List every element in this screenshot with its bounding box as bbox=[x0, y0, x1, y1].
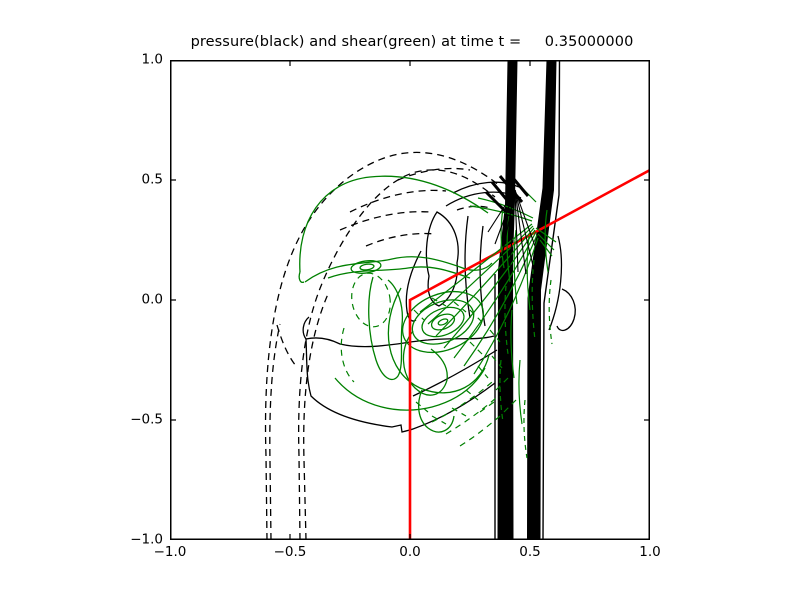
y-tick-label: 1.0 bbox=[141, 51, 163, 68]
x-tick-label: −1.0 bbox=[153, 544, 187, 560]
x-tick-label: −0.5 bbox=[273, 544, 307, 560]
x-tick-label: 0.5 bbox=[519, 544, 541, 560]
shear-dashed-contours bbox=[340, 272, 517, 447]
plot-area bbox=[169, 59, 651, 541]
y-tick-label: 0.0 bbox=[141, 291, 163, 308]
contour-plot-svg bbox=[169, 59, 651, 541]
y-tick-label: −1.0 bbox=[130, 531, 163, 548]
y-tick-label: 0.5 bbox=[141, 171, 163, 188]
pressure-dashed-contours bbox=[264, 151, 501, 541]
shear-solid-contours bbox=[298, 175, 493, 433]
plot-title: pressure(black) and shear(green) at time… bbox=[190, 34, 634, 50]
interface-red-line bbox=[408, 168, 651, 540]
x-tick-label: 0.0 bbox=[399, 544, 421, 560]
x-tick-label: 1.0 bbox=[639, 544, 661, 560]
shock-bands bbox=[494, 59, 561, 541]
axes-frame bbox=[170, 60, 650, 540]
pressure-interaction-cluster bbox=[484, 171, 541, 275]
y-tick-label: −0.5 bbox=[130, 411, 163, 428]
